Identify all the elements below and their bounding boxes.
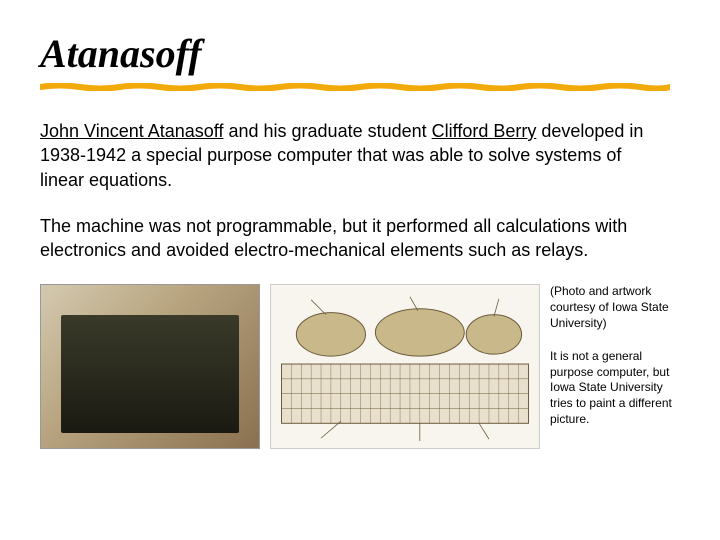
slide-title: Atanasoff xyxy=(40,30,680,77)
paragraph-1: John Vincent Atanasoff and his graduate … xyxy=(40,119,660,192)
title-underline xyxy=(40,83,670,91)
machine-photo xyxy=(40,284,260,449)
paragraph-2: The machine was not programmable, but it… xyxy=(40,214,660,263)
photo-credit: (Photo and artwork courtesy of Iowa Stat… xyxy=(550,284,680,331)
link-berry[interactable]: Clifford Berry xyxy=(432,121,537,141)
image-row: (Photo and artwork courtesy of Iowa Stat… xyxy=(40,284,680,449)
commentary-note: It is not a general purpose computer, bu… xyxy=(550,349,680,427)
machine-diagram xyxy=(270,284,540,449)
link-atanasoff[interactable]: John Vincent Atanasoff xyxy=(40,121,223,141)
